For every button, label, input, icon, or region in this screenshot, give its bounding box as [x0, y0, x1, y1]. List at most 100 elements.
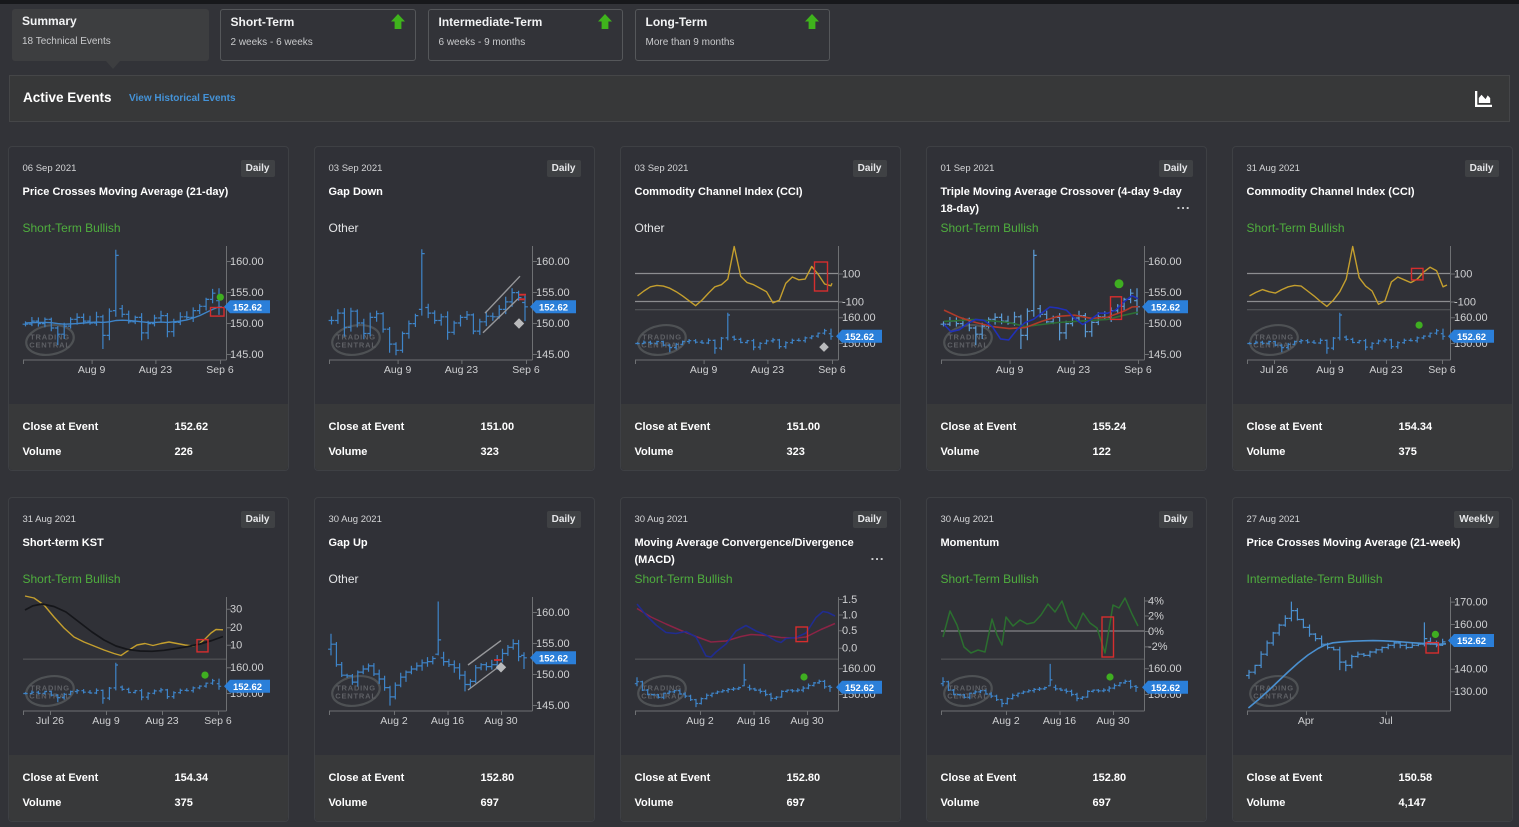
svg-text:Aug 30: Aug 30	[484, 715, 517, 727]
svg-text:152.62: 152.62	[1150, 303, 1179, 314]
svg-text:100: 100	[1454, 268, 1472, 280]
svg-text:155.00: 155.00	[230, 287, 264, 299]
svg-text:-100: -100	[842, 296, 864, 308]
svg-text:0%: 0%	[1148, 626, 1164, 638]
svg-text:10: 10	[230, 640, 242, 652]
svg-text:Aug 2: Aug 2	[380, 715, 408, 727]
svg-text:152.62: 152.62	[232, 303, 261, 314]
svg-text:145.00: 145.00	[536, 349, 570, 361]
svg-text:160.00: 160.00	[536, 607, 570, 619]
svg-text:Sep 6: Sep 6	[512, 364, 540, 376]
svg-text:150.00: 150.00	[1148, 318, 1182, 330]
svg-text:145.00: 145.00	[230, 349, 264, 361]
svg-text:TRADING: TRADING	[1254, 333, 1294, 342]
svg-text:Apr: Apr	[1297, 715, 1314, 727]
svg-text:Sep 6: Sep 6	[1428, 364, 1456, 376]
svg-text:TRADING: TRADING	[30, 333, 70, 342]
svg-text:Aug 9: Aug 9	[77, 364, 105, 376]
svg-text:30: 30	[230, 604, 242, 616]
svg-text:160.00: 160.00	[842, 663, 876, 675]
svg-text:-2%: -2%	[1148, 641, 1168, 653]
svg-text:Sep 6: Sep 6	[818, 364, 846, 376]
svg-text:2%: 2%	[1148, 610, 1164, 622]
svg-text:152.62: 152.62	[1150, 683, 1179, 694]
svg-text:Aug 23: Aug 23	[145, 715, 178, 727]
svg-text:Aug 23: Aug 23	[1056, 364, 1089, 376]
svg-text:CENTRAL: CENTRAL	[641, 341, 682, 350]
svg-text:1.5: 1.5	[842, 595, 857, 606]
svg-text:152.62: 152.62	[844, 683, 873, 694]
svg-text:155.00: 155.00	[1148, 287, 1182, 299]
svg-text:145.00: 145.00	[1148, 349, 1182, 361]
svg-text:152.62: 152.62	[538, 303, 567, 314]
svg-text:CENTRAL: CENTRAL	[335, 692, 376, 701]
svg-text:152.62: 152.62	[538, 654, 567, 665]
svg-text:152.62: 152.62	[1456, 332, 1485, 343]
svg-text:Aug 2: Aug 2	[686, 715, 714, 727]
svg-text:170.00: 170.00	[1454, 596, 1488, 608]
svg-text:CENTRAL: CENTRAL	[947, 341, 988, 350]
svg-text:CENTRAL: CENTRAL	[641, 692, 682, 701]
svg-text:0.5: 0.5	[842, 625, 857, 637]
svg-text:TRADING: TRADING	[336, 684, 376, 693]
svg-text:Aug 16: Aug 16	[430, 715, 463, 727]
svg-text:CENTRAL: CENTRAL	[947, 692, 988, 701]
svg-text:20: 20	[230, 622, 242, 634]
svg-text:Aug 23: Aug 23	[444, 364, 477, 376]
svg-text:155.00: 155.00	[536, 287, 570, 299]
svg-text:100: 100	[842, 268, 860, 280]
svg-text:Sep 6: Sep 6	[206, 364, 234, 376]
svg-text:130.00: 130.00	[1454, 686, 1488, 698]
svg-text:152.62: 152.62	[232, 682, 261, 693]
svg-text:145.00: 145.00	[536, 700, 570, 712]
svg-text:TRADING: TRADING	[948, 333, 988, 342]
svg-text:160.00: 160.00	[1454, 312, 1488, 324]
svg-text:Aug 9: Aug 9	[1316, 364, 1344, 376]
svg-text:160.00: 160.00	[1148, 256, 1182, 268]
svg-text:Aug 16: Aug 16	[736, 715, 769, 727]
svg-text:Sep 6: Sep 6	[204, 715, 232, 727]
svg-text:Aug 23: Aug 23	[138, 364, 171, 376]
svg-text:160.00: 160.00	[536, 256, 570, 268]
svg-text:Aug 30: Aug 30	[790, 715, 823, 727]
svg-text:Jul 26: Jul 26	[1259, 364, 1287, 376]
svg-text:CENTRAL: CENTRAL	[29, 341, 70, 350]
svg-text:Aug 9: Aug 9	[995, 364, 1023, 376]
svg-text:TRADING: TRADING	[30, 684, 70, 693]
svg-text:CENTRAL: CENTRAL	[1253, 692, 1294, 701]
svg-text:Aug 23: Aug 23	[750, 364, 783, 376]
svg-text:Aug 30: Aug 30	[1096, 715, 1129, 727]
svg-text:Aug 2: Aug 2	[992, 715, 1020, 727]
svg-text:140.00: 140.00	[1454, 664, 1488, 676]
svg-text:152.62: 152.62	[1456, 636, 1485, 647]
svg-text:Jul 26: Jul 26	[35, 715, 63, 727]
svg-text:CENTRAL: CENTRAL	[335, 341, 376, 350]
svg-text:160.00: 160.00	[1454, 619, 1488, 631]
svg-text:1.0: 1.0	[842, 609, 857, 621]
svg-text:160.00: 160.00	[230, 662, 264, 674]
svg-text:0.0: 0.0	[842, 643, 857, 655]
svg-text:152.62: 152.62	[844, 332, 873, 343]
svg-text:150.00: 150.00	[230, 318, 264, 330]
svg-text:CENTRAL: CENTRAL	[1253, 341, 1294, 350]
svg-text:TRADING: TRADING	[1254, 684, 1294, 693]
svg-text:CENTRAL: CENTRAL	[29, 692, 70, 701]
svg-text:150.00: 150.00	[536, 318, 570, 330]
svg-text:160.00: 160.00	[1148, 663, 1182, 675]
svg-text:TRADING: TRADING	[336, 333, 376, 342]
svg-text:Aug 23: Aug 23	[1369, 364, 1402, 376]
svg-text:160.00: 160.00	[842, 312, 876, 324]
svg-text:150.00: 150.00	[536, 669, 570, 681]
svg-text:TRADING: TRADING	[642, 684, 682, 693]
svg-text:Aug 9: Aug 9	[383, 364, 411, 376]
svg-text:Aug 9: Aug 9	[92, 715, 120, 727]
svg-text:TRADING: TRADING	[642, 333, 682, 342]
svg-text:Aug 16: Aug 16	[1042, 715, 1075, 727]
svg-text:Jul: Jul	[1379, 715, 1392, 727]
svg-text:155.00: 155.00	[536, 638, 570, 650]
svg-text:Sep 6: Sep 6	[1124, 364, 1152, 376]
svg-text:-100: -100	[1454, 296, 1476, 308]
svg-text:160.00: 160.00	[230, 256, 264, 268]
svg-text:4%: 4%	[1148, 595, 1164, 607]
svg-text:TRADING: TRADING	[948, 684, 988, 693]
